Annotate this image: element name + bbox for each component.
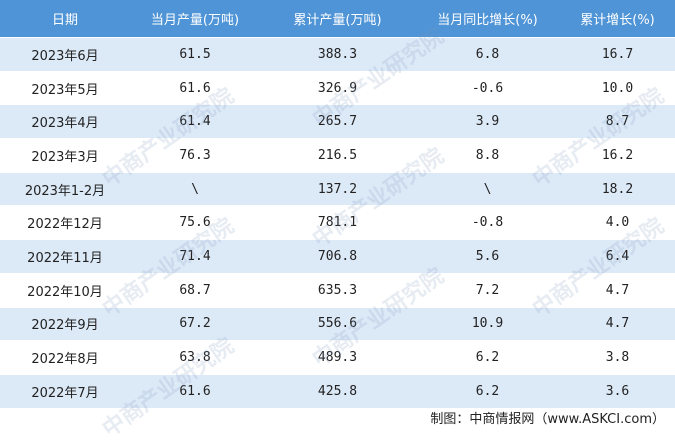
date-cell: 2023年3月 <box>0 138 130 173</box>
date-cell: 2022年7月 <box>0 373 130 408</box>
value-cell: 3.9 <box>415 104 560 139</box>
date-cell: 2022年8月 <box>0 340 130 375</box>
value-cell: 75.6 <box>130 205 260 240</box>
value-cell: 781.1 <box>260 205 415 240</box>
value-cell: 6.8 <box>415 37 560 72</box>
value-cell: 8.7 <box>560 104 675 139</box>
table-row: 2023年3月 76.3 216.5 8.8 16.2 <box>0 138 675 173</box>
table-row: 2023年4月 61.4 265.7 3.9 8.7 <box>0 104 675 139</box>
value-cell: 71.4 <box>130 239 260 274</box>
table-row: 2022年11月 71.4 706.8 5.6 6.4 <box>0 239 675 274</box>
value-cell: 326.9 <box>260 70 415 105</box>
value-cell: 425.8 <box>260 373 415 408</box>
header-cell: 当月同比增长(%) <box>415 0 560 38</box>
table-row: 2023年6月 61.5 388.3 6.8 16.7 <box>0 37 675 72</box>
value-cell: 61.4 <box>130 104 260 139</box>
value-cell: 489.3 <box>260 340 415 375</box>
value-cell: 76.3 <box>130 138 260 173</box>
value-cell: 61.6 <box>130 70 260 105</box>
date-cell: 2023年6月 <box>0 37 130 72</box>
header-cell: 日期 <box>0 0 130 38</box>
header-row: 日期 当月产量(万吨) 累计产量(万吨) 当月同比增长(%) 累计增长(%) <box>0 0 675 38</box>
value-cell: 16.7 <box>560 37 675 72</box>
date-cell: 2022年12月 <box>0 205 130 240</box>
value-cell: 265.7 <box>260 104 415 139</box>
value-cell: -0.6 <box>415 70 560 105</box>
data-table: 日期 当月产量(万吨) 累计产量(万吨) 当月同比增长(%) 累计增长(%) 2023年… <box>0 0 675 408</box>
table-row: 2022年10月 68.7 635.3 7.2 4.7 <box>0 272 675 307</box>
value-cell: -0.8 <box>415 205 560 240</box>
value-cell: 6.4 <box>560 239 675 274</box>
value-cell: 67.2 <box>130 306 260 341</box>
date-cell: 2023年4月 <box>0 104 130 139</box>
table-row: 2022年8月 63.8 489.3 6.2 3.8 <box>0 340 675 375</box>
value-cell: 18.2 <box>560 171 675 206</box>
value-cell: 388.3 <box>260 37 415 72</box>
value-cell: 556.6 <box>260 306 415 341</box>
value-cell: 68.7 <box>130 272 260 307</box>
value-cell: 216.5 <box>260 138 415 173</box>
value-cell: 5.6 <box>415 239 560 274</box>
date-cell: 2022年11月 <box>0 239 130 274</box>
value-cell: 4.7 <box>560 306 675 341</box>
value-cell: \ <box>130 171 260 206</box>
table-row: 2023年5月 61.6 326.9 -0.6 10.0 <box>0 70 675 105</box>
header-cell: 累计增长(%) <box>560 0 675 38</box>
value-cell: 706.8 <box>260 239 415 274</box>
value-cell: 4.0 <box>560 205 675 240</box>
date-cell: 2022年9月 <box>0 306 130 341</box>
value-cell: 6.2 <box>415 340 560 375</box>
date-cell: 2023年5月 <box>0 70 130 105</box>
value-cell: 61.6 <box>130 373 260 408</box>
value-cell: 4.7 <box>560 272 675 307</box>
value-cell: 3.6 <box>560 373 675 408</box>
value-cell: 3.8 <box>560 340 675 375</box>
value-cell: \ <box>415 171 560 206</box>
date-cell: 2023年1-2月 <box>0 171 130 206</box>
date-cell: 2022年10月 <box>0 272 130 307</box>
value-cell: 10.0 <box>560 70 675 105</box>
table-row: 2022年7月 61.6 425.8 6.2 3.6 <box>0 373 675 408</box>
value-cell: 10.9 <box>415 306 560 341</box>
table-row: 2022年9月 67.2 556.6 10.9 4.7 <box>0 306 675 341</box>
table-row: 2023年1-2月 \ 137.2 \ 18.2 <box>0 171 675 206</box>
value-cell: 137.2 <box>260 171 415 206</box>
value-cell: 63.8 <box>130 340 260 375</box>
source-note: 制图：中商情报网（www.ASKCI.com） <box>430 412 665 427</box>
value-cell: 16.2 <box>560 138 675 173</box>
value-cell: 635.3 <box>260 272 415 307</box>
table-row: 2022年12月 75.6 781.1 -0.8 4.0 <box>0 205 675 240</box>
value-cell: 61.5 <box>130 37 260 72</box>
header-cell: 当月产量(万吨) <box>130 0 260 38</box>
value-cell: 8.8 <box>415 138 560 173</box>
table-body: 2023年6月 61.5 388.3 6.8 16.7 2023年5月 61.6 326.9-… <box>0 37 675 408</box>
value-cell: 7.2 <box>415 272 560 307</box>
header-cell: 累计产量(万吨) <box>260 0 415 38</box>
value-cell: 6.2 <box>415 373 560 408</box>
